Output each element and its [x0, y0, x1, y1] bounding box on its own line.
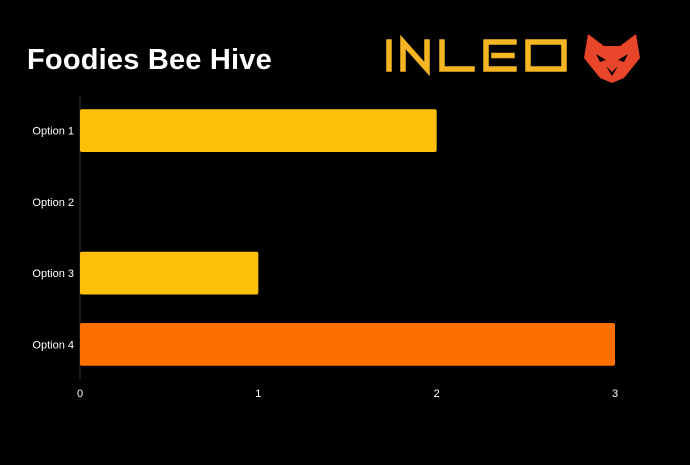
x-tick-label: 0	[77, 388, 83, 400]
bar-option-3	[80, 251, 259, 295]
x-tick-label: 2	[434, 388, 440, 400]
x-tick-labels: 0 1 2 3	[77, 388, 618, 400]
chart-title: Foodies Bee Hive	[27, 44, 272, 76]
category-labels: Option 1 Option 2 Option 3 Option 4	[32, 126, 74, 352]
inleo-wordmark	[386, 34, 567, 77]
bars-group	[80, 109, 615, 366]
category-label: Option 2	[32, 197, 74, 209]
bar-option-1	[80, 109, 437, 152]
category-label: Option 1	[32, 126, 74, 138]
x-tick-label: 1	[255, 388, 261, 400]
bar-option-4	[80, 323, 615, 366]
inleo-logo	[384, 30, 659, 90]
category-label: Option 3	[32, 268, 74, 280]
inleo-logo-graphic	[386, 34, 640, 83]
x-tick-label: 3	[612, 388, 618, 400]
category-label: Option 4	[32, 339, 74, 351]
lion-head-icon	[584, 34, 640, 83]
